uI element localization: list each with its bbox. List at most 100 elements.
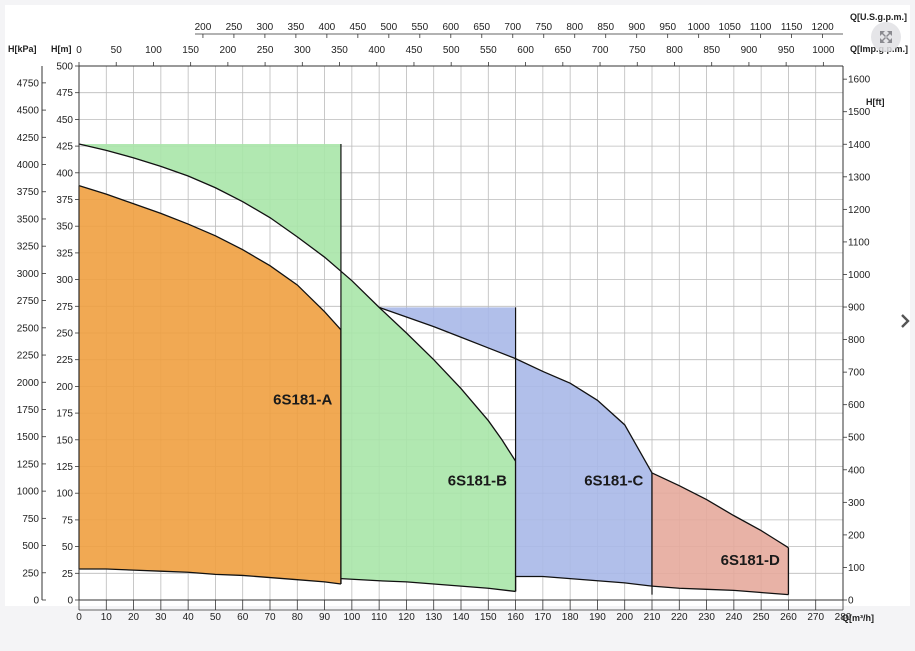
kpa-tick-label: 0: [33, 596, 39, 607]
y-axis-label-m: H[m]: [51, 44, 72, 54]
us-tick-label: 350: [288, 22, 305, 33]
kpa-tick-label: 2000: [17, 378, 40, 389]
x-tick-label: 30: [155, 612, 167, 623]
ym-tick-label: 450: [56, 115, 73, 126]
imp-tick-label: 350: [331, 45, 348, 56]
us-tick-label: 400: [319, 22, 336, 33]
x-tick-label: 100: [344, 612, 361, 623]
kpa-tick-label: 750: [22, 514, 39, 525]
us-tick-label: 500: [380, 22, 397, 33]
ym-tick-label: 475: [56, 88, 73, 99]
ft-tick-label: 1200: [848, 205, 871, 216]
curve-label-6s181-b: 6S181-B: [448, 473, 507, 490]
imp-tick-label: 900: [741, 45, 758, 56]
imp-tick-label: 50: [111, 45, 123, 56]
upper-curve-6s181-b: [78, 143, 517, 462]
x-tick-label: 60: [237, 612, 249, 623]
us-tick-label: 1100: [750, 22, 772, 33]
ym-tick-label: 350: [56, 222, 73, 233]
us-tick-label: 200: [195, 22, 212, 33]
x-tick-label: 90: [319, 612, 331, 623]
ym-tick-label: 50: [62, 542, 74, 553]
ym-tick-label: 325: [56, 248, 73, 259]
kpa-tick-label: 500: [22, 541, 39, 552]
ft-tick-label: 1000: [848, 270, 871, 281]
lower-curve-6s181-d: [651, 585, 789, 596]
kpa-tick-label: 1500: [17, 432, 40, 443]
lower-curve-6s181-c: [515, 575, 653, 587]
ft-tick-label: 200: [848, 530, 865, 541]
us-tick-label: 700: [504, 22, 521, 33]
ft-tick-label: 100: [848, 563, 865, 574]
x-tick-label: 140: [453, 612, 470, 623]
x-tick-label: 0: [76, 612, 82, 623]
x-tick-label: 40: [183, 612, 195, 623]
next-button[interactable]: [895, 306, 915, 336]
area-6s181-b: [79, 143, 516, 592]
ft-tick-label: 600: [848, 400, 865, 411]
ft-tick-label: 0: [848, 596, 854, 607]
x-tick-label: 280: [835, 612, 852, 623]
imp-tick-label: 400: [368, 45, 385, 56]
curve-areas: [78, 143, 790, 596]
x-tick-label: 70: [264, 612, 276, 623]
ft-tick-label: 800: [848, 335, 865, 346]
ft-tick-label: 1600: [848, 75, 871, 86]
ym-tick-label: 375: [56, 195, 73, 206]
kpa-tick-label: 2250: [17, 351, 40, 362]
us-tick-label: 1150: [781, 22, 803, 33]
area-6s181-a: [79, 185, 341, 584]
x-tick-label: 130: [425, 612, 442, 623]
ym-tick-label: 425: [56, 142, 73, 153]
ym-tick-label: 100: [56, 489, 73, 500]
x-tick-label: 250: [753, 612, 770, 623]
upper-curve-6s181-a: [78, 184, 342, 331]
ym-tick-label: 275: [56, 302, 73, 313]
x-tick-label: 110: [371, 612, 387, 623]
imp-tick-label: 750: [629, 45, 646, 56]
x-tick-label: 150: [480, 612, 497, 623]
ym-tick-label: 300: [56, 275, 73, 286]
chevron-right-icon: [901, 314, 910, 328]
kpa-tick-label: 250: [22, 568, 39, 579]
us-tick-label: 550: [411, 22, 428, 33]
ft-tick-label: 700: [848, 368, 865, 379]
imp-tick-label: 700: [592, 45, 609, 56]
kpa-tick-label: 1250: [17, 459, 40, 470]
imp-tick-label: 0: [76, 45, 82, 56]
x-tick-label: 260: [780, 612, 797, 623]
imp-tick-label: 1000: [812, 45, 835, 56]
x-tick-label: 160: [507, 612, 524, 623]
imp-tick-label: 500: [443, 45, 460, 56]
curve-labels: 6S181-A 6S181-B 6S181-C 6S181-D: [273, 392, 780, 569]
kpa-tick-label: 4250: [17, 133, 40, 144]
ym-tick-label: 250: [56, 329, 73, 340]
lower-curve-6s181-a: [79, 568, 342, 585]
ym-tick-label: 25: [62, 569, 74, 580]
x-tick-label: 230: [698, 612, 715, 623]
tick-labels: 0 10 20 30 40 50 60 70 80 90 100 110 120 130 140 150 160…: [17, 22, 871, 623]
ft-tick-label: 400: [848, 465, 865, 476]
kpa-tick-label: 3000: [17, 269, 40, 280]
x-tick-label: 220: [671, 612, 688, 623]
us-tick-label: 250: [226, 22, 243, 33]
us-tick-label: 1000: [688, 22, 711, 33]
imp-tick-label: 250: [257, 45, 274, 56]
expand-button[interactable]: [871, 22, 901, 52]
us-tick-label: 850: [597, 22, 614, 33]
us-tick-label: 300: [257, 22, 274, 33]
imp-tick-label: 300: [294, 45, 311, 56]
ft-tick-label: 500: [848, 433, 865, 444]
ym-tick-label: 175: [56, 409, 73, 420]
x-tick-label: 170: [535, 612, 552, 623]
kpa-tick-label: 1750: [17, 405, 40, 416]
ym-tick-label: 0: [67, 596, 73, 607]
imp-tick-label: 200: [220, 45, 237, 56]
imp-tick-label: 150: [182, 45, 199, 56]
kpa-tick-label: 1000: [17, 487, 40, 498]
upper-curve-6s181-d: [651, 472, 789, 549]
imp-tick-label: 100: [145, 45, 162, 56]
kpa-tick-label: 4000: [17, 160, 40, 171]
ft-tick-label: 900: [848, 303, 865, 314]
